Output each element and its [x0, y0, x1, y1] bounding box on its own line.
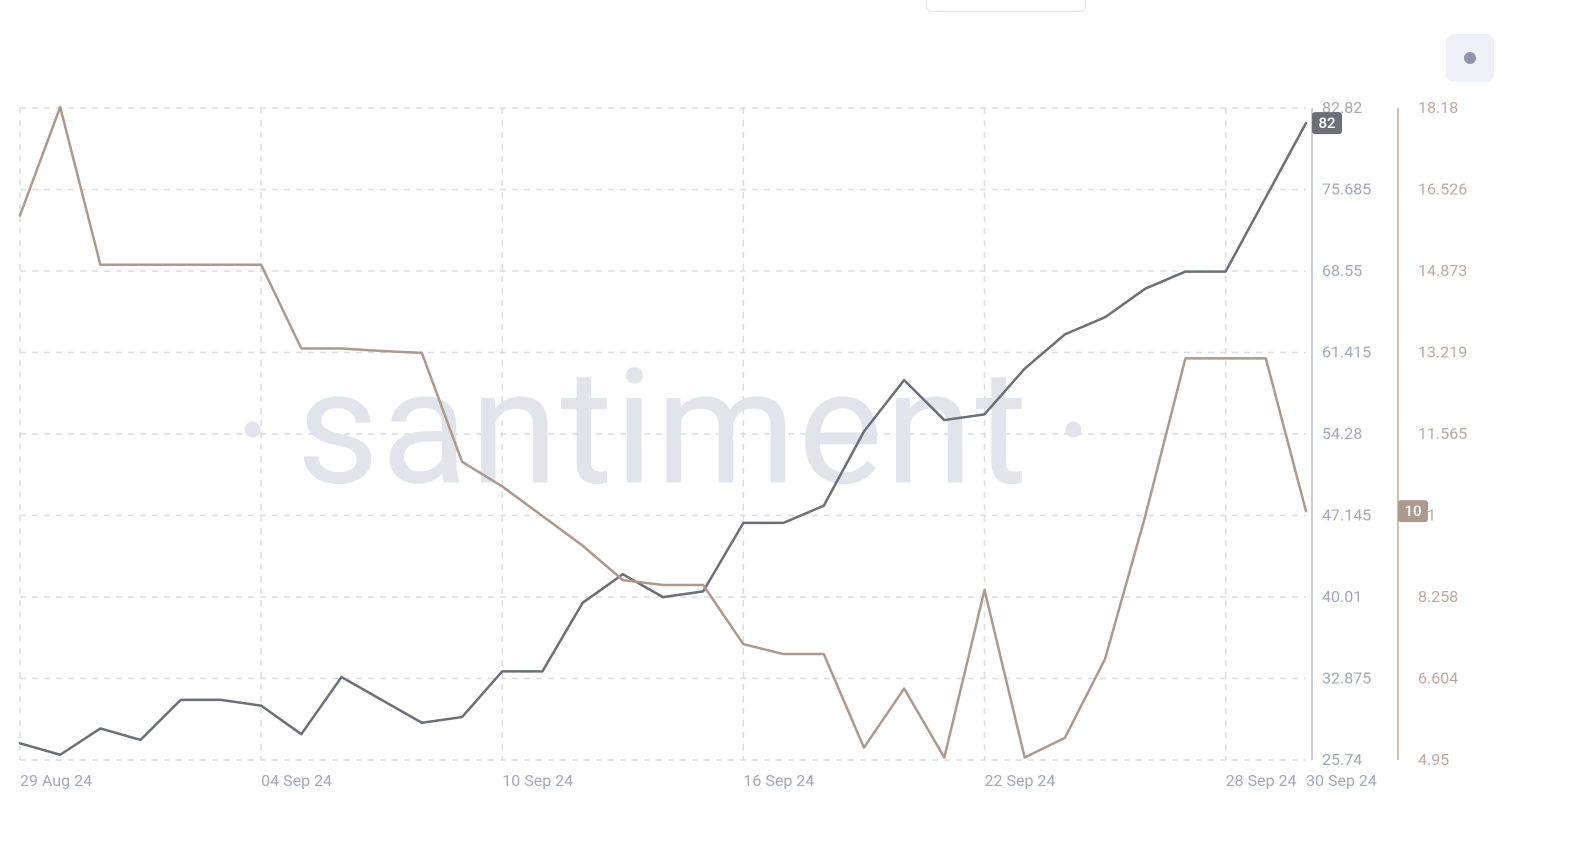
watermark-text: santiment	[296, 335, 1029, 522]
y-right-tick: 13.219	[1418, 342, 1467, 361]
y-left-tick: 68.55	[1322, 261, 1362, 280]
watermark-dot-right	[1065, 421, 1081, 437]
series-brown-badge-text: 10	[1404, 502, 1421, 520]
y-right-tick: 8.258	[1418, 587, 1458, 606]
y-left-tick: 25.74	[1322, 750, 1362, 769]
x-tick: 29 Aug 24	[20, 771, 92, 790]
y-left-tick: 61.415	[1322, 343, 1371, 362]
y-right-tick: 18.18	[1418, 98, 1458, 117]
x-tick: 16 Sep 24	[743, 771, 814, 790]
x-tick: 04 Sep 24	[261, 771, 332, 790]
x-tick: 28 Sep 24	[1226, 771, 1297, 790]
y-left-tick: 75.685	[1322, 180, 1371, 199]
series-dark-badge-text: 82	[1318, 114, 1335, 132]
y-left-tick: 54.28	[1322, 424, 1362, 443]
watermark-dot-left	[245, 421, 261, 437]
y-left-tick: 40.01	[1322, 587, 1362, 606]
y-right-tick: 6.604	[1418, 668, 1458, 687]
y-right-tick: 16.526	[1418, 180, 1467, 199]
y-left-tick: 32.875	[1322, 669, 1371, 688]
chart-canvas: santiment82.8275.68568.5561.41554.2847.1…	[0, 0, 1596, 854]
y-right-tick: 14.873	[1418, 261, 1467, 280]
x-tick: 10 Sep 24	[502, 771, 573, 790]
y-left-tick: 47.145	[1322, 506, 1371, 525]
y-right-tick: 4.95	[1418, 750, 1449, 769]
x-tick: 22 Sep 24	[985, 771, 1056, 790]
x-tick: 30 Sep 24	[1306, 771, 1377, 790]
y-right-tick: 11.565	[1418, 424, 1467, 443]
